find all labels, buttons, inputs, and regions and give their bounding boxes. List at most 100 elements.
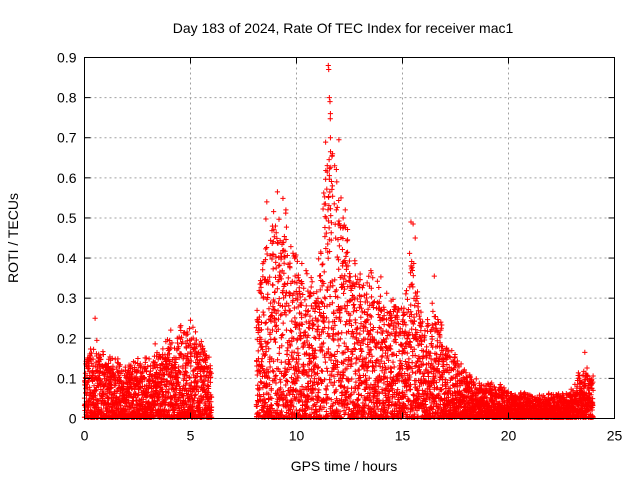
data-point	[383, 317, 390, 323]
data-point	[374, 403, 380, 409]
data-point	[432, 373, 438, 379]
data-point	[368, 346, 374, 353]
data-point	[435, 316, 441, 323]
data-point	[330, 336, 336, 342]
data-point	[290, 355, 296, 361]
data-point	[187, 399, 193, 405]
data-point	[206, 354, 212, 360]
data-point	[335, 257, 342, 263]
data-point	[120, 368, 126, 375]
data-point	[420, 354, 426, 360]
data-point	[358, 305, 364, 311]
data-point	[298, 302, 304, 308]
data-point	[414, 289, 421, 295]
data-point	[265, 339, 271, 346]
data-point	[367, 347, 373, 353]
data-point	[256, 314, 262, 320]
data-point	[342, 273, 348, 279]
data-point	[429, 300, 435, 306]
data-point	[402, 358, 408, 365]
data-point	[276, 216, 282, 222]
data-point	[254, 358, 260, 365]
data-point	[356, 367, 362, 373]
data-point	[410, 284, 416, 290]
data-point	[280, 195, 286, 202]
data-point	[340, 361, 346, 367]
data-point	[271, 209, 277, 215]
data-point	[302, 297, 308, 303]
data-point	[403, 288, 410, 294]
data-point	[329, 183, 335, 189]
data-point	[281, 240, 287, 246]
data-point	[335, 369, 341, 375]
data-point	[100, 351, 106, 358]
data-point	[258, 290, 264, 297]
data-point	[295, 297, 301, 303]
data-point	[400, 312, 406, 319]
data-point	[263, 216, 269, 222]
data-point	[190, 389, 196, 395]
data-point	[113, 382, 119, 388]
data-point	[407, 339, 413, 345]
data-point	[294, 337, 301, 343]
data-point	[260, 267, 266, 273]
data-point	[333, 166, 339, 173]
data-point	[349, 361, 355, 367]
data-point	[328, 397, 334, 403]
data-point	[97, 372, 103, 378]
data-point	[357, 325, 363, 331]
data-point	[277, 302, 283, 309]
data-point	[265, 326, 271, 332]
data-point	[396, 321, 402, 327]
data-point	[258, 336, 264, 342]
data-point	[368, 314, 374, 320]
data-point	[130, 398, 137, 404]
data-point	[376, 390, 382, 396]
data-point	[325, 346, 332, 352]
data-point	[267, 330, 273, 336]
data-point	[386, 401, 392, 408]
data-point	[406, 397, 412, 403]
data-point	[424, 323, 430, 329]
data-point	[343, 394, 349, 400]
data-point	[370, 304, 377, 311]
data-point	[345, 263, 351, 269]
data-point	[193, 392, 199, 398]
data-point	[335, 337, 341, 343]
data-point	[292, 324, 299, 331]
data-point	[105, 395, 112, 402]
data-point	[395, 386, 401, 393]
data-point	[333, 207, 339, 213]
data-point	[411, 260, 417, 267]
data-point	[311, 321, 317, 328]
data-point	[270, 282, 276, 288]
data-point	[334, 348, 340, 355]
data-point	[410, 321, 416, 327]
data-point	[295, 361, 301, 367]
data-point	[176, 364, 182, 370]
data-point	[404, 350, 410, 356]
data-point	[314, 318, 320, 324]
data-point	[430, 406, 436, 412]
data-point	[404, 296, 411, 302]
data-point	[408, 309, 414, 315]
data-point	[176, 381, 182, 387]
data-point	[342, 349, 348, 355]
data-point	[305, 308, 311, 314]
data-point	[420, 319, 426, 325]
data-point	[263, 319, 269, 326]
data-point	[358, 293, 364, 300]
data-point	[291, 349, 297, 355]
data-point	[358, 353, 364, 359]
data-point	[90, 346, 97, 352]
data-point	[272, 289, 278, 295]
data-point	[357, 277, 363, 283]
data-point	[186, 357, 192, 363]
data-point	[312, 386, 318, 392]
data-point	[353, 360, 359, 366]
data-point	[270, 368, 276, 374]
data-point	[180, 339, 186, 345]
data-point	[346, 354, 352, 361]
data-point	[337, 409, 343, 415]
data-point	[338, 414, 344, 420]
